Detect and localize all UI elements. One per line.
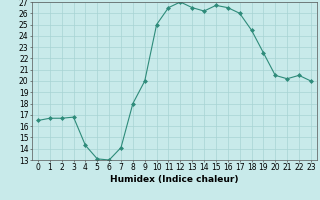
- X-axis label: Humidex (Indice chaleur): Humidex (Indice chaleur): [110, 175, 239, 184]
